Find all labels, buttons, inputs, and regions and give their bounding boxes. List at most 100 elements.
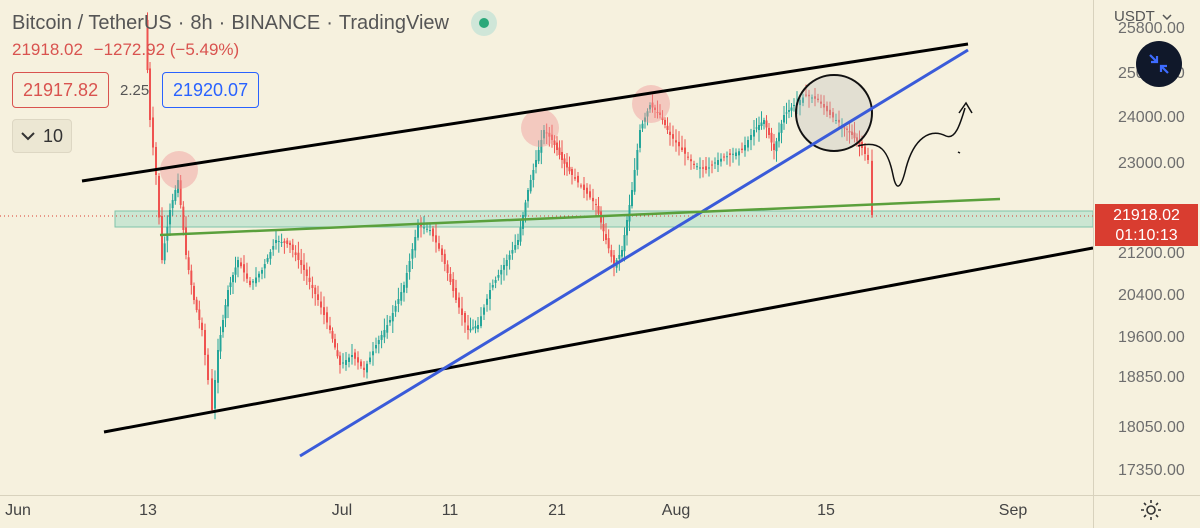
moving-average-line[interactable] xyxy=(159,197,1001,237)
ascending-trend-line[interactable] xyxy=(299,48,969,458)
candle-body xyxy=(838,119,840,123)
candle-body xyxy=(348,357,350,362)
last-price-value: 21918.02 xyxy=(1113,207,1180,224)
candle-body xyxy=(219,335,222,352)
candle-body xyxy=(628,205,631,222)
candle-body xyxy=(621,250,623,257)
candle-body xyxy=(386,325,389,333)
candle-body xyxy=(649,105,651,110)
time-tick-label: Aug xyxy=(661,502,691,519)
resistance-touch-marker xyxy=(521,109,559,147)
candle-body xyxy=(446,264,449,273)
candle-body xyxy=(227,290,229,307)
candle-body xyxy=(435,235,437,243)
sell-price-button[interactable]: 21917.82 xyxy=(12,72,110,108)
candle-body xyxy=(540,140,543,153)
candle-body xyxy=(491,285,494,288)
candle-body xyxy=(574,177,576,179)
candle-body xyxy=(331,331,334,339)
candle-body xyxy=(867,154,869,160)
candle-body xyxy=(656,112,659,114)
candle-body xyxy=(243,264,245,273)
candle-body xyxy=(738,151,740,156)
candle-body xyxy=(195,299,198,310)
candle-body xyxy=(483,307,485,315)
candle-body xyxy=(681,147,683,150)
candle-body xyxy=(204,329,206,355)
candle-body xyxy=(497,275,500,278)
candle-body xyxy=(329,325,331,330)
candle-body xyxy=(527,190,529,202)
last-price-tag: 21918.02 01:10:13 xyxy=(1095,204,1198,246)
candle-body xyxy=(780,123,783,133)
time-axis[interactable]: Jun 13 Jul 11 21 Aug 15 Sep xyxy=(0,495,1093,528)
projection-path[interactable] xyxy=(857,107,966,187)
candle-body xyxy=(441,248,443,255)
candle-body xyxy=(545,132,548,134)
channel-lower-line[interactable] xyxy=(103,246,1093,434)
candle-body xyxy=(805,94,807,96)
candle-body xyxy=(524,202,527,217)
candle-body xyxy=(729,153,731,155)
candle-body xyxy=(357,357,359,363)
candle-body xyxy=(720,158,722,162)
price-tick-label: 21200.00 xyxy=(1118,245,1185,262)
buy-price-button[interactable]: 21920.07 xyxy=(162,72,260,108)
candle-body xyxy=(561,152,563,160)
candle-body xyxy=(366,363,368,373)
legend-title[interactable]: Bitcoin / TetherUS · 8h · BINANCE · Trad… xyxy=(12,10,497,36)
candle-body xyxy=(255,277,257,284)
live-status-dot-icon xyxy=(470,10,497,36)
time-tick-label: Sep xyxy=(998,502,1028,519)
price-chart[interactable] xyxy=(0,0,1093,495)
resistance-touch-marker xyxy=(160,151,198,189)
spread-value: 2.25 xyxy=(120,82,150,99)
candle-body xyxy=(537,150,540,162)
candle-body xyxy=(455,288,457,300)
candle-body xyxy=(556,142,558,150)
candle-body xyxy=(417,225,419,238)
candle-body xyxy=(234,267,237,275)
candle-body xyxy=(294,252,297,255)
candle-body xyxy=(177,180,179,193)
breakdown-highlight-circle[interactable] xyxy=(795,74,873,152)
candle-body xyxy=(472,327,474,329)
candle-body xyxy=(661,117,664,120)
candle-body xyxy=(551,134,553,140)
candle-body xyxy=(339,355,341,365)
candle-body xyxy=(342,362,344,364)
candle-body xyxy=(305,269,308,276)
candle-body xyxy=(464,313,466,323)
candle-body xyxy=(514,245,517,250)
projection-dot xyxy=(957,151,961,154)
candle-body xyxy=(326,312,328,323)
candle-body xyxy=(185,227,187,255)
price-tick-label: 25800.00 xyxy=(1118,20,1185,37)
candle-body xyxy=(229,282,232,288)
candle-body xyxy=(146,19,149,70)
candle-body xyxy=(543,130,545,139)
candle-body xyxy=(633,170,636,192)
indicators-toggle-button[interactable]: 10 xyxy=(12,119,72,153)
candle-body xyxy=(626,220,628,236)
indicators-count: 10 xyxy=(42,125,64,146)
candle-body xyxy=(529,180,532,192)
candle-body xyxy=(389,320,391,323)
channel-upper-line[interactable] xyxy=(81,42,969,183)
candle-body xyxy=(198,309,201,320)
candle-body xyxy=(775,141,778,152)
candle-body xyxy=(369,357,371,363)
candle-body xyxy=(308,277,311,282)
candle-body xyxy=(705,166,707,170)
candle-body xyxy=(232,275,234,283)
candle-body xyxy=(808,94,810,97)
gear-icon[interactable] xyxy=(1138,497,1164,523)
candle-body xyxy=(489,290,491,299)
candle-body xyxy=(169,210,171,225)
currency-selector[interactable]: USDT xyxy=(1114,8,1172,25)
candle-body xyxy=(726,156,728,158)
collapse-arrows-icon[interactable] xyxy=(1136,41,1182,87)
candle-body xyxy=(314,287,317,294)
platform-label: TradingView xyxy=(338,11,449,34)
candle-body xyxy=(654,107,656,110)
